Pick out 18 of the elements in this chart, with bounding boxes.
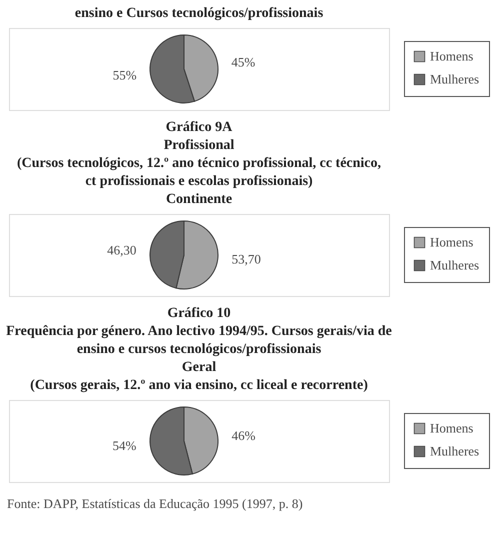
source-note: Fonte: DAPP, Estatísticas da Educação 1995 (1997, p. 8) [7,496,303,511]
chart-subtitle: Frequência por género. Ano lectivo 1994/95. Cursos gerais/via de ensino e cursos tecnológicos/profissionais Geral (Cursos gerais, 12.º ano via ensino, cc liceal e recorrente) [6,324,392,393]
data-label: 45% [231,54,256,70]
chart-title: Gráfico 10 [167,306,231,321]
legend-label: Mulheres [430,72,480,86]
data-label: 53,70 [232,252,261,267]
data-label: 54% [112,438,137,454]
chart-title: ensino e Cursos tecnológicos/profissionais [74,6,324,21]
data-label: 46,30 [107,242,136,258]
legend-label: Mulheres [430,444,480,458]
chart-title: Gráfico 9A [166,120,234,135]
legend-label: Homens [430,420,474,436]
data-label: 46% [232,428,256,443]
data-label: 55% [112,67,137,82]
chart-subtitle: Profissional (Cursos tecnológicos, 12.º ano técnico profissional, cc técnico, ct profissionais e escolas profissionais) Continente [16,138,382,207]
legend-label: Mulheres [430,258,480,272]
legend-label: Homens [430,234,474,250]
legend-label: Homens [430,48,474,64]
